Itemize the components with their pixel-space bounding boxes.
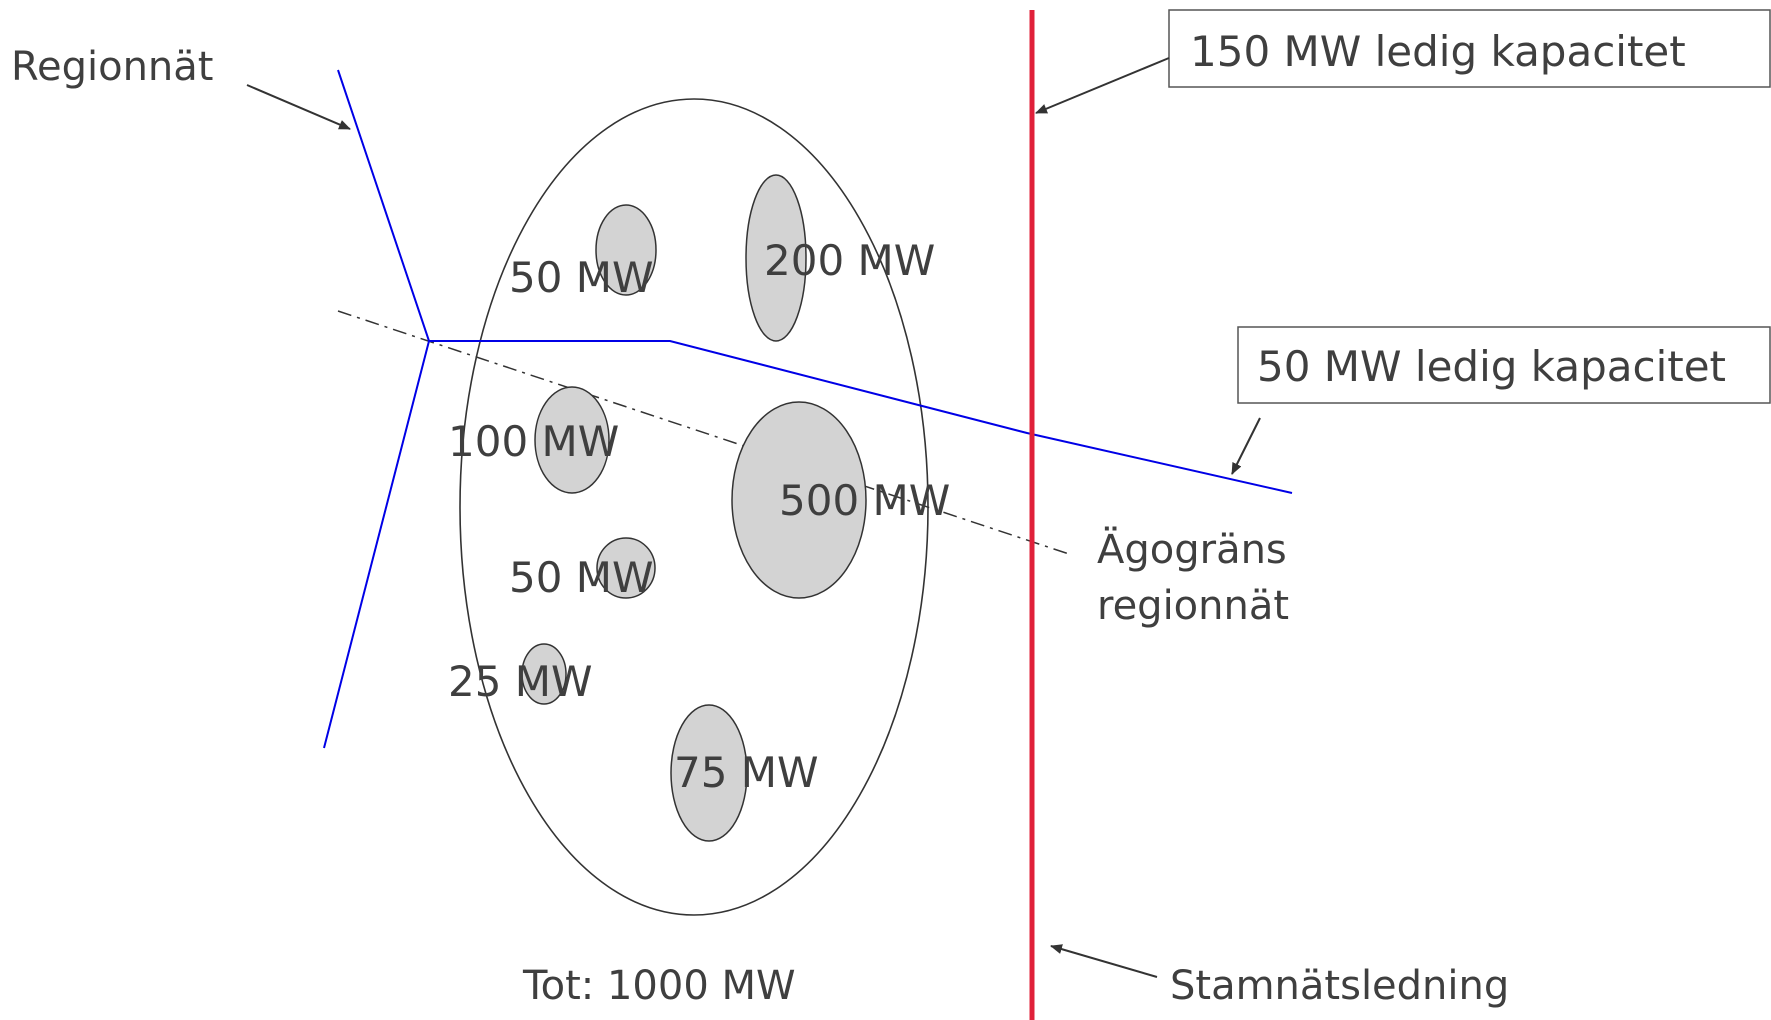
load-ellipse-50-lower bbox=[596, 537, 656, 599]
load-label-75: 75 MW bbox=[674, 748, 819, 797]
load-label-25: 25 MW bbox=[448, 657, 593, 706]
capacity-mid-label: 50 MW ledig kapacitet bbox=[1257, 342, 1726, 391]
load-ellipse-50-top bbox=[595, 204, 657, 296]
regionnat-label: Regionnät bbox=[11, 44, 213, 90]
regionnat-arrow bbox=[246, 84, 351, 130]
load-ellipse-100 bbox=[534, 386, 610, 494]
stamnat-label: Stamnätsledning bbox=[1170, 963, 1509, 1009]
load-label-100: 100 MW bbox=[448, 417, 619, 466]
stamnat-arrow bbox=[1050, 944, 1158, 978]
load-ellipse-75 bbox=[670, 704, 748, 842]
load-ellipse-500 bbox=[731, 401, 867, 599]
agograns-label-line1: Ägogräns bbox=[1097, 525, 1287, 573]
total-label: Tot: 1000 MW bbox=[522, 963, 796, 1009]
load-label-500: 500 MW bbox=[779, 476, 950, 525]
load-label-50-lower: 50 MW bbox=[509, 553, 654, 602]
load-ellipse-25 bbox=[521, 643, 567, 705]
load-label-50-top: 50 MW bbox=[509, 253, 654, 302]
capacity-top-box bbox=[1168, 9, 1771, 88]
load-label-200: 200 MW bbox=[764, 236, 935, 285]
agograns-label-line2: regionnät bbox=[1097, 583, 1289, 629]
load-ellipse-200 bbox=[745, 174, 807, 342]
area-ellipse bbox=[459, 98, 929, 916]
capacity-mid-arrow bbox=[1231, 417, 1261, 475]
capacity-mid-box bbox=[1237, 326, 1771, 404]
capacity-top-label: 150 MW ledig kapacitet bbox=[1190, 27, 1686, 76]
regional-grid-branch bbox=[323, 340, 430, 749]
regional-grid-line bbox=[337, 69, 1293, 494]
ownership-boundary-line bbox=[337, 310, 1073, 556]
capacity-top-arrow bbox=[1035, 57, 1170, 114]
